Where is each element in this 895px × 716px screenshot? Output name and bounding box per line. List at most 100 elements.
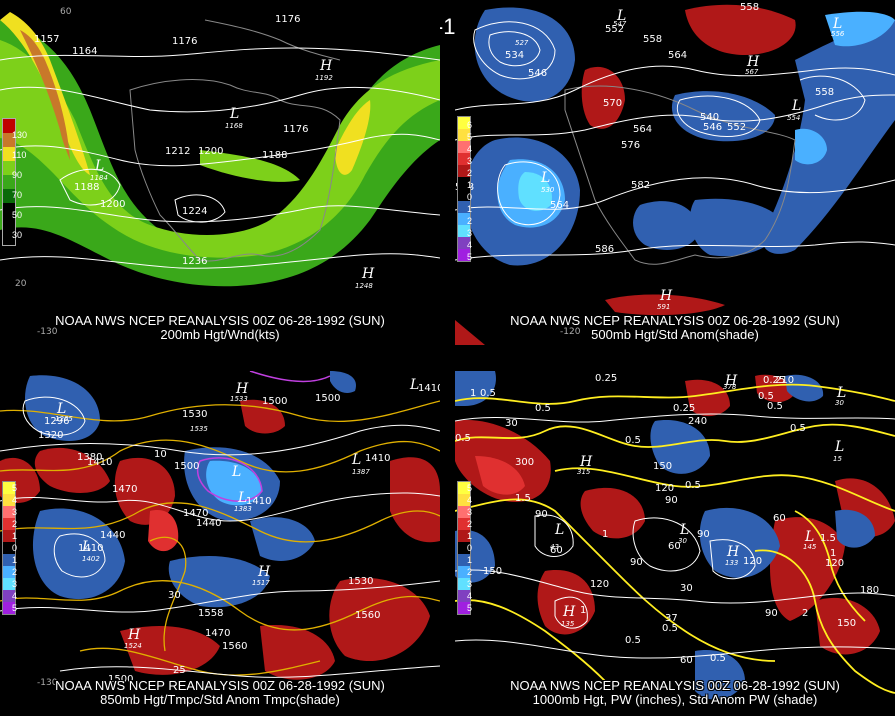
svg-text:L: L [231,464,241,480]
caption-line1: NOAA NWS NCEP REANALYSIS 00Z 06-28-1992 … [510,313,840,328]
anom-neg [835,509,875,548]
legend-label: 6 [467,120,473,130]
svg-text:558: 558 [643,34,662,45]
svg-text:1184: 1184 [90,174,108,182]
legend-label: 5 [467,603,473,613]
legend-label: 1 [12,555,18,565]
svg-text:1500: 1500 [315,393,340,404]
svg-text:L: L [791,98,801,114]
height-contours [0,396,440,678]
anom-pos [580,487,645,539]
svg-text:60: 60 [60,7,72,17]
anom-neg-strong [518,172,552,211]
anom-neg [25,375,100,441]
legend-label: 4 [467,495,473,505]
svg-text:20: 20 [15,279,27,289]
svg-text:30: 30 [678,537,687,545]
svg-text:120: 120 [743,556,762,567]
anom-neg [330,371,356,393]
anom-pos-strong [475,456,525,495]
svg-text:30: 30 [505,418,518,429]
svg-text:567: 567 [745,68,759,76]
svg-text:30: 30 [835,399,844,407]
anom-pos [815,597,880,655]
svg-text:1192: 1192 [315,74,333,82]
legend-200mb [2,118,16,246]
svg-text:133: 133 [725,559,738,567]
svg-text:1: 1 [602,529,608,540]
legend-850mb [2,481,16,615]
svg-text:564: 564 [550,200,569,211]
svg-text:135: 135 [561,620,575,628]
svg-text:120: 120 [590,579,609,590]
svg-text:546: 546 [703,122,722,133]
svg-text:1383: 1383 [234,505,252,513]
svg-text:527: 527 [515,39,529,47]
legend-label: 130 [12,130,28,140]
svg-text:1402: 1402 [82,555,100,563]
svg-text:1224: 1224 [182,206,207,217]
caption-850mb: NOAA NWS NCEP REANALYSIS 00Z 06-28-1992 … [0,679,440,707]
svg-text:1410: 1410 [365,453,390,464]
svg-text:120: 120 [655,483,674,494]
anom-pos [390,457,440,543]
svg-text:552: 552 [727,122,746,133]
svg-text:H: H [319,58,333,74]
svg-text:L: L [56,401,66,417]
svg-text:15: 15 [833,455,842,463]
caption-200mb: NOAA NWS NCEP REANALYSIS 00Z 06-28-1992 … [0,314,440,342]
svg-text:1176: 1176 [283,124,308,135]
svg-text:L: L [836,385,846,401]
svg-text:1530: 1530 [182,409,207,420]
svg-text:0.5: 0.5 [710,653,726,664]
svg-text:1524: 1524 [124,642,142,650]
svg-text:150: 150 [837,618,856,629]
svg-text:-120: -120 [560,327,581,337]
svg-text:90: 90 [697,529,710,540]
svg-text:1188: 1188 [74,182,99,193]
svg-text:30: 30 [680,583,693,594]
svg-text:37: 37 [665,613,678,624]
svg-text:1533: 1533 [230,395,248,403]
svg-text:576: 576 [621,140,640,151]
svg-text:L: L [804,529,814,545]
svg-text:L: L [94,158,104,174]
caption-line2: 1000mb Hgt, PW (inches), Std Anom PW (sh… [532,692,818,707]
svg-text:582: 582 [631,180,650,191]
coastline [564,85,796,265]
svg-text:L: L [679,522,689,538]
svg-text:L: L [229,106,239,122]
svg-text:300: 300 [515,457,534,468]
svg-text:558: 558 [740,2,759,13]
anom-neg [762,20,895,254]
svg-text:60: 60 [773,513,786,524]
svg-text:564: 564 [668,50,687,61]
svg-text:591: 591 [657,303,670,311]
svg-text:1500: 1500 [262,396,287,407]
anom-neg [474,7,575,102]
svg-text:L: L [832,16,842,32]
wind-shade-70 [0,40,440,258]
svg-text:120: 120 [825,558,844,569]
svg-text:0.5: 0.5 [767,401,783,412]
svg-text:1164: 1164 [72,46,97,57]
height-contours [455,413,895,659]
svg-text:564: 564 [633,124,652,135]
svg-text:-130: -130 [37,678,58,688]
svg-text:0.5: 0.5 [758,391,774,402]
anom-pos [260,625,335,680]
legend-label: 2 [467,519,473,529]
svg-text:90: 90 [630,557,643,568]
svg-text:1200: 1200 [100,199,125,210]
caption-line1: NOAA NWS NCEP REANALYSIS 00Z 06-28-1992 … [510,678,840,693]
legend-label: 1 [467,204,473,214]
svg-text:H: H [562,604,576,620]
svg-text:586: 586 [595,244,614,255]
svg-text:1410: 1410 [418,383,440,394]
svg-text:1380: 1380 [77,452,102,463]
legend-label: 2 [467,216,473,226]
svg-text:0.25: 0.25 [595,373,617,384]
svg-text:1.5: 1.5 [515,493,531,504]
svg-text:558: 558 [815,87,834,98]
